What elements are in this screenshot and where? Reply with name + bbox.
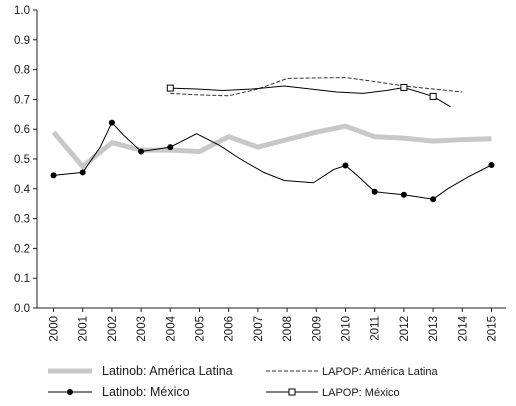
legend-label: Latinob: América Latina (102, 364, 233, 378)
y-tick-label: 0.4 (14, 184, 31, 196)
series-layer (50, 77, 495, 203)
x-tick-label: 2009 (311, 316, 323, 342)
x-tick-label: 2014 (457, 315, 469, 341)
data-point (371, 188, 378, 195)
x-tick-label: 2003 (136, 316, 148, 342)
x-tick-label: 2005 (195, 316, 207, 342)
legend-item-latinob-mexico: Latinob: México (48, 385, 190, 399)
x-axis-ticks: 2000 2001 2002 2003 2004 2005 2006 2007 2008 2009… (49, 308, 499, 342)
data-point (166, 84, 174, 92)
x-tick-label: 2006 (224, 316, 236, 342)
data-point (167, 144, 174, 151)
x-tick-label: 2000 (49, 316, 61, 342)
y-tick-label: 0.5 (14, 154, 30, 166)
y-tick-label: 0.2 (14, 243, 30, 255)
x-tick-label: 2007 (253, 316, 265, 342)
plot-area: 0.00.10.20.30.40.50.60.70.80.91.0 2000 20… (14, 5, 506, 342)
series-line (51, 123, 492, 169)
y-tick-label: 0.7 (14, 94, 30, 106)
y-tick-label: 0.9 (14, 35, 30, 47)
y-axis-ticks: 0.0 0.1 0.2 0.3 0.4 0.5 0.6 0.7 0.8 0.9 1.0 (14, 5, 37, 315)
series-lapop-am-rica-latina (170, 77, 463, 97)
series-line (53, 121, 492, 200)
x-tick-label: 2013 (428, 316, 440, 342)
data-point (342, 162, 349, 169)
series-lapop-m-xico (166, 83, 451, 108)
x-tick-label: 2004 (165, 315, 177, 341)
legend-marker-open-square (288, 388, 296, 396)
x-tick-label: 2002 (107, 316, 119, 342)
legend-label: LAPOP: México (322, 387, 400, 399)
y-tick-label: 0.0 (14, 303, 30, 315)
legend-marker-filled-circle (67, 389, 73, 395)
data-point (429, 92, 437, 100)
legend: Latinob: América Latina LAPOP: América L… (48, 364, 438, 399)
data-point (430, 196, 437, 203)
data-point (50, 172, 57, 179)
y-tick-label: 0.8 (14, 65, 30, 77)
y-tick-label: 0.3 (14, 214, 30, 226)
legend-label: Latinob: México (102, 385, 190, 399)
series-latinob-am-rica-latina (51, 123, 492, 169)
series-line (170, 85, 451, 108)
x-tick-label: 2015 (487, 316, 499, 342)
y-tick-label: 0.1 (14, 273, 30, 285)
x-tick-label: 2012 (399, 316, 411, 342)
x-tick-label: 2011 (370, 316, 382, 341)
data-point (488, 161, 495, 168)
data-point (79, 169, 86, 176)
x-tick-label: 2008 (282, 316, 294, 342)
x-tick-label: 2001 (78, 316, 90, 342)
legend-item-lapop-mexico: LAPOP: México (266, 387, 400, 399)
legend-label: LAPOP: América Latina (322, 366, 438, 378)
x-tick-label: 2010 (341, 316, 353, 342)
series-latinob-m-xico (50, 119, 495, 203)
legend-item-lapop-america-latina: LAPOP: América Latina (266, 366, 438, 378)
data-point (400, 83, 408, 91)
series-line (170, 77, 463, 97)
data-point (108, 119, 115, 126)
y-tick-label: 1.0 (14, 5, 30, 17)
data-point (138, 148, 145, 155)
y-tick-label: 0.6 (14, 124, 30, 136)
legend-item-latinob-america-latina: Latinob: América Latina (48, 364, 233, 378)
data-point (400, 191, 407, 198)
